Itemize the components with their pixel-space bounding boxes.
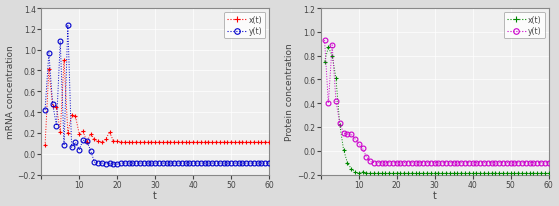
Legend: x(t), y(t): x(t), y(t) [504,13,545,39]
X-axis label: t: t [153,191,157,200]
Y-axis label: mRNA concentration: mRNA concentration [6,45,15,138]
Y-axis label: Protein concentration: Protein concentration [285,43,294,140]
X-axis label: t: t [433,191,437,200]
Legend: x(t), y(t): x(t), y(t) [224,13,266,39]
